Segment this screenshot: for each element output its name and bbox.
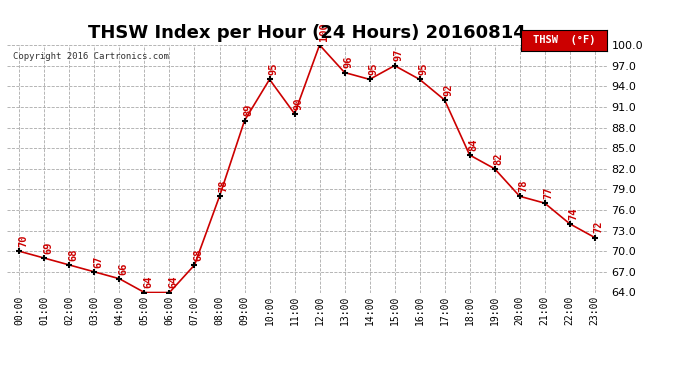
Text: 77: 77 <box>544 186 554 199</box>
Text: 95: 95 <box>368 63 379 75</box>
Text: 84: 84 <box>469 138 479 151</box>
Text: 68: 68 <box>194 248 204 261</box>
Text: 82: 82 <box>494 152 504 165</box>
Text: 68: 68 <box>68 248 79 261</box>
Text: 72: 72 <box>594 221 604 233</box>
Text: THSW  (°F): THSW (°F) <box>533 35 595 45</box>
Text: 69: 69 <box>43 242 54 254</box>
Text: 96: 96 <box>344 56 354 68</box>
Text: 67: 67 <box>94 255 104 268</box>
Text: 70: 70 <box>19 235 28 247</box>
Text: 97: 97 <box>394 49 404 62</box>
Text: 74: 74 <box>569 207 579 220</box>
Text: 64: 64 <box>168 276 179 288</box>
Text: 89: 89 <box>244 104 254 117</box>
Text: 95: 95 <box>268 63 279 75</box>
Text: 90: 90 <box>294 97 304 109</box>
Text: 78: 78 <box>519 180 529 192</box>
Text: 92: 92 <box>444 83 454 96</box>
Text: Copyright 2016 Cartronics.com: Copyright 2016 Cartronics.com <box>13 53 169 62</box>
Text: 66: 66 <box>119 262 128 274</box>
Text: 78: 78 <box>219 180 228 192</box>
Text: 64: 64 <box>144 276 154 288</box>
Text: 100: 100 <box>319 22 328 41</box>
Text: 95: 95 <box>419 63 428 75</box>
Title: THSW Index per Hour (24 Hours) 20160814: THSW Index per Hour (24 Hours) 20160814 <box>88 24 526 42</box>
